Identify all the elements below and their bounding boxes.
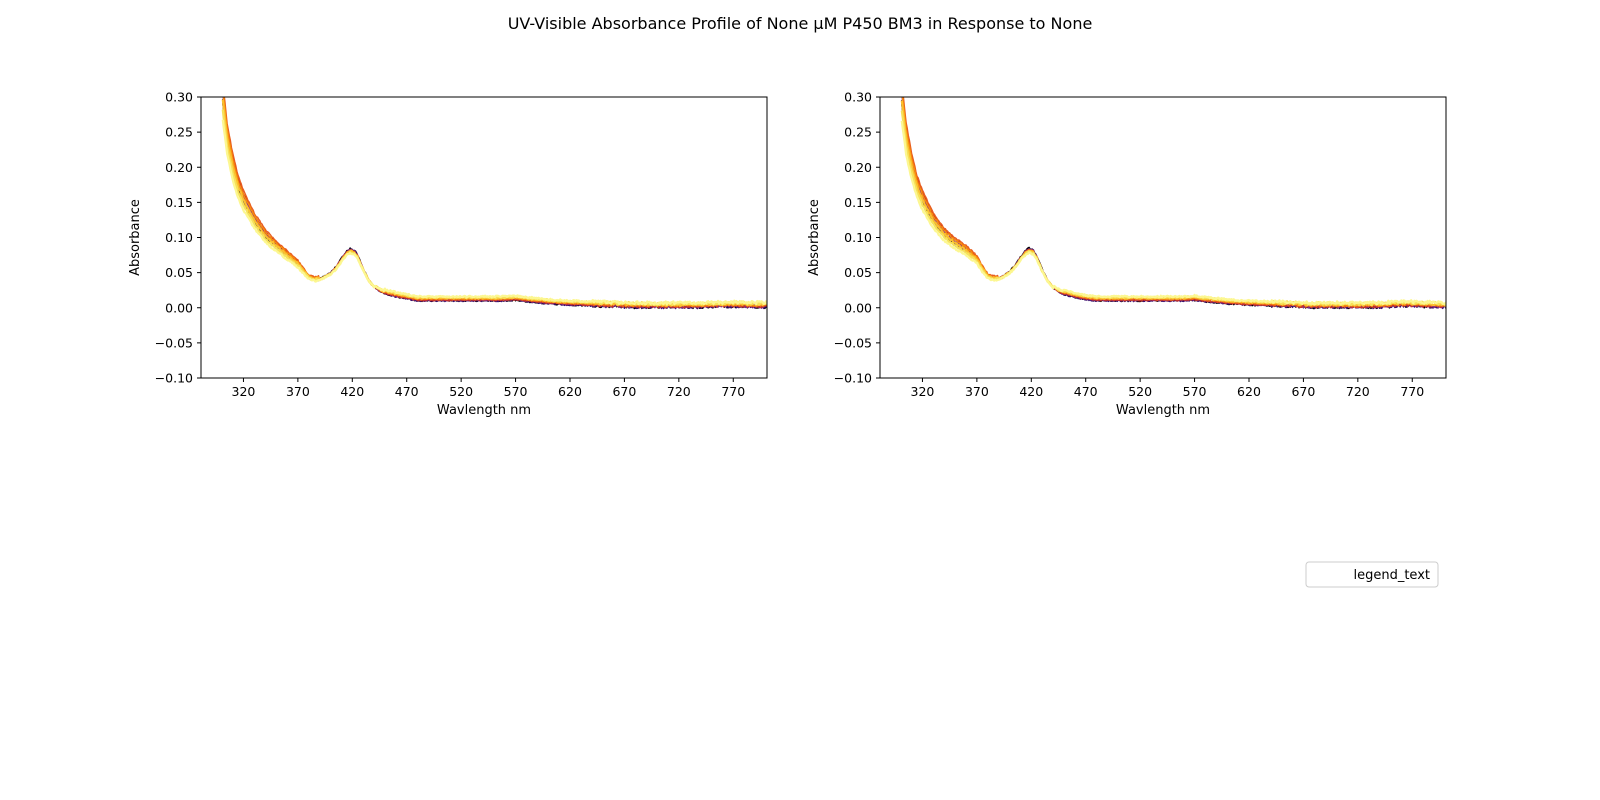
series-lines (221, 97, 767, 310)
x-tick-label: 620 (558, 384, 582, 399)
x-axis-label: Wavlength nm (437, 403, 531, 418)
y-tick-label: 0.05 (165, 265, 193, 280)
x-tick-label: 520 (449, 384, 473, 399)
x-tick-label: 370 (965, 384, 989, 399)
y-tick-label: 0.20 (844, 160, 872, 175)
y-tick-label: 0.15 (844, 195, 872, 210)
y-tick-label: 0.30 (844, 90, 872, 105)
x-tick-label: 520 (1128, 384, 1152, 399)
y-tick-label: 0.30 (165, 90, 193, 105)
y-tick-label: 0.25 (844, 125, 872, 140)
x-tick-label: 370 (286, 384, 310, 399)
x-tick-label: 720 (1346, 384, 1370, 399)
series-line-9 (900, 120, 1446, 306)
legend-frame (1305, 561, 1439, 588)
x-tick-label: 320 (911, 384, 935, 399)
x-tick-label: 470 (395, 384, 419, 399)
plots: 320 370 420 470 520 570 620 670 720 770 −0.10 −0.05… (128, 90, 1447, 418)
y-tick-label: 0.10 (165, 230, 193, 245)
chart-panel-1: 320 370 420 470 520 570 620 670 720 770 −0.10 −0.05… (128, 90, 768, 418)
x-tick-label: 320 (232, 384, 256, 399)
y-tick-label: 0.10 (844, 230, 872, 245)
y-tick-label: 0.00 (165, 300, 193, 315)
x-tick-label: 670 (612, 384, 636, 399)
y-axis-label: Absorbance (807, 199, 822, 276)
x-tick-label: 470 (1074, 384, 1098, 399)
y-tick-label: 0.15 (165, 195, 193, 210)
y-tick-label: 0.25 (165, 125, 193, 140)
x-tick-label: 770 (1400, 384, 1424, 399)
series-lines (900, 97, 1446, 310)
x-axis-label: Wavlength nm (1116, 403, 1210, 418)
x-tick-label: 570 (1183, 384, 1207, 399)
x-tick-label: 620 (1237, 384, 1261, 399)
y-tick-label: 0.20 (165, 160, 193, 175)
x-tick-label: 670 (1291, 384, 1315, 399)
x-tick-label: 420 (1019, 384, 1043, 399)
series-line-9 (221, 119, 767, 306)
x-tick-label: 420 (340, 384, 364, 399)
legend: legend_text (1305, 561, 1439, 588)
y-tick-label: −0.10 (155, 371, 193, 386)
legend-entry-label: legend_text (1353, 568, 1430, 583)
x-tick-label: 770 (721, 384, 745, 399)
x-tick-label: 720 (667, 384, 691, 399)
y-tick-label: −0.05 (834, 335, 872, 350)
chart-panel-2: 320 370 420 470 520 570 620 670 720 770 −0.10 −0.05… (807, 90, 1447, 418)
y-tick-label: −0.10 (834, 371, 872, 386)
y-tick-label: 0.00 (844, 300, 872, 315)
y-tick-label: 0.05 (844, 265, 872, 280)
y-tick-label: −0.05 (155, 335, 193, 350)
x-tick-label: 570 (504, 384, 528, 399)
figure-title: UV-Visible Absorbance Profile of None µM… (508, 14, 1093, 33)
y-axis-label: Absorbance (128, 199, 143, 276)
